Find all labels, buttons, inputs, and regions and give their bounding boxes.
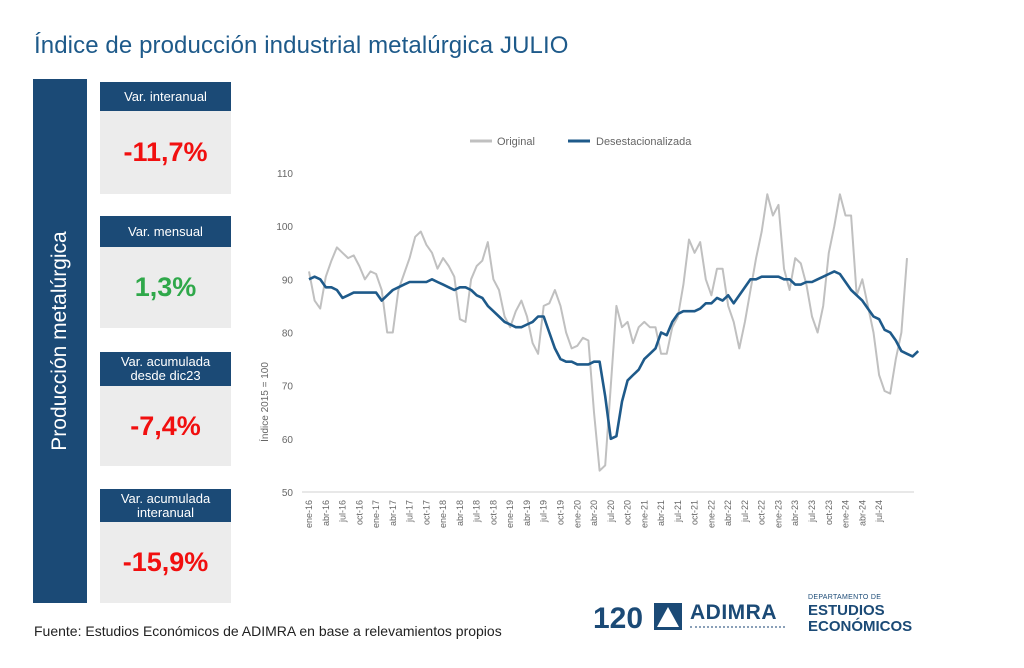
card-value: 1,3% [100, 247, 231, 328]
card-var-interanual: Var. interanual -11,7% [100, 82, 231, 194]
dept-line-2: ECONÓMICOS [808, 618, 913, 635]
anniversary-number: 120 [593, 602, 643, 635]
x-tick-label: jul-16 [338, 500, 348, 523]
sidebar-panel: Producción metalúrgica [33, 79, 87, 603]
x-tick-label: abr-23 [790, 500, 800, 526]
x-tick-label: abr-17 [388, 500, 398, 526]
x-tick-label: ene-18 [438, 500, 448, 528]
card-var-mensual: Var. mensual 1,3% [100, 216, 231, 328]
x-tick-label: oct-17 [421, 500, 431, 525]
anniversary-120-logo: 120 [593, 602, 682, 635]
x-tick-label: oct-20 [623, 500, 633, 525]
x-tick-label: abr-22 [723, 500, 733, 526]
x-tick-label: ene-20 [572, 500, 582, 528]
x-tick-label: abr-20 [589, 500, 599, 526]
x-tick-label: jul-17 [405, 500, 415, 523]
y-axis-label: Índice 2015 = 100 [258, 362, 271, 442]
card-label: Var. mensual [100, 216, 231, 247]
x-tick-label: ene-21 [639, 500, 649, 528]
card-value: -7,4% [100, 386, 231, 466]
x-tick-label: oct-16 [354, 500, 364, 525]
x-tick-label: abr-24 [857, 500, 867, 526]
x-tick-label: oct-21 [690, 500, 700, 525]
x-tick-label: jul-20 [606, 500, 616, 523]
card-label: Var. acumulada interanual [100, 489, 231, 522]
x-tick-label: oct-18 [488, 500, 498, 525]
x-tick-label: ene-24 [841, 500, 851, 528]
card-var-acumulada-interanual: Var. acumulada interanual -15,9% [100, 489, 231, 603]
adimra-logo-text: ADIMRA [690, 601, 777, 624]
y-tick-label: 70 [282, 382, 294, 393]
dept-logo-text: ESTUDIOS ECONÓMICOS [808, 603, 912, 635]
series-line-desestacionalizada [308, 270, 920, 441]
x-axis-ticks: ene-16 abr-16 jul-16 oct-16 ene-17 abr-17 jul-… [304, 500, 884, 528]
x-tick-label: ene-17 [371, 500, 381, 528]
page-title: Índice de producción industrial metalúrg… [34, 32, 569, 59]
x-tick-label: ene-16 [304, 500, 314, 528]
x-tick-label: jul-24 [874, 500, 884, 523]
chart-legend: Original Desestacionalizada [470, 136, 692, 148]
x-tick-label: jul-21 [673, 500, 683, 523]
x-tick-label: oct-22 [757, 500, 767, 525]
source-footnote: Fuente: Estudios Económicos de ADIMRA en… [34, 623, 502, 639]
x-tick-label: abr-16 [321, 500, 331, 526]
legend-label-original: Original [497, 136, 535, 148]
y-tick-label: 110 [277, 169, 293, 180]
x-tick-label: ene-23 [773, 500, 783, 528]
card-value: -11,7% [100, 111, 231, 194]
card-value: -15,9% [100, 522, 231, 603]
adimra-mark-shape [657, 607, 679, 627]
x-tick-label: oct-23 [824, 500, 834, 525]
y-tick-label: 80 [282, 329, 294, 340]
x-tick-label: jul-19 [539, 500, 549, 523]
card-var-acumulada-dic23: Var. acumulada desde dic23 -7,4% [100, 352, 231, 466]
y-tick-label: 90 [282, 275, 294, 286]
dept-small-text: DEPARTAMENTO DE [808, 594, 882, 601]
series-line-original [308, 193, 908, 472]
x-tick-label: jul-22 [740, 500, 750, 523]
x-tick-label: jul-18 [472, 500, 482, 523]
series-lines [308, 193, 920, 472]
y-axis-ticks: 50 60 70 80 90 100 110 [276, 169, 293, 499]
card-label: Var. interanual [100, 82, 231, 111]
legend-label-desestacionalizada: Desestacionalizada [596, 136, 692, 148]
x-tick-label: jul-23 [807, 500, 817, 523]
card-label: Var. acumulada desde dic23 [100, 352, 231, 386]
x-tick-label: abr-21 [656, 500, 666, 526]
x-tick-label: abr-19 [522, 500, 532, 526]
y-tick-label: 100 [276, 222, 293, 233]
x-tick-label: ene-22 [706, 500, 716, 528]
x-tick-label: oct-19 [555, 500, 565, 525]
adimra-logo-underline [690, 626, 785, 631]
x-tick-label: ene-19 [505, 500, 515, 528]
dept-line-1: ESTUDIOS [808, 602, 885, 619]
y-tick-label: 50 [282, 488, 294, 499]
y-tick-label: 60 [282, 435, 294, 446]
x-tick-label: abr-18 [455, 500, 465, 526]
